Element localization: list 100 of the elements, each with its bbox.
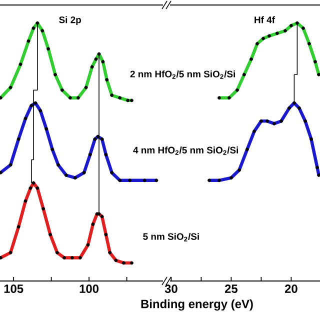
point [317, 174, 320, 177]
point [68, 96, 72, 100]
point [292, 101, 296, 105]
point [272, 122, 276, 126]
point [268, 34, 271, 38]
point [105, 78, 109, 82]
point [304, 119, 307, 123]
point [34, 101, 38, 105]
point [90, 65, 94, 69]
point [122, 261, 126, 265]
x-tick-label: 105 [4, 284, 24, 293]
point [40, 29, 44, 32]
point [275, 32, 279, 36]
point [298, 106, 301, 110]
point [44, 127, 48, 131]
point [314, 60, 317, 64]
x-tick-label: 25 [224, 284, 238, 293]
text: 2 nm HfO$_{2}$/5 nm SiO$_{2}$/Si [130, 70, 235, 79]
point [46, 47, 50, 51]
point [308, 42, 311, 46]
point [101, 60, 105, 64]
point [290, 24, 293, 28]
point [280, 119, 283, 123]
point [36, 186, 40, 190]
point [50, 148, 54, 152]
point [36, 21, 40, 25]
point [60, 88, 64, 92]
point [218, 96, 221, 100]
point [310, 137, 313, 141]
point [78, 256, 82, 260]
point [316, 166, 319, 170]
point [118, 178, 122, 182]
point [32, 181, 36, 185]
point [236, 88, 239, 92]
point [227, 96, 231, 100]
point [8, 86, 12, 90]
point [18, 62, 22, 66]
point [250, 57, 253, 61]
point [24, 116, 28, 120]
point [126, 98, 130, 102]
point [56, 163, 60, 167]
point [284, 29, 287, 32]
point [302, 26, 305, 30]
text: 4 nm HfO$_{2}$/5 nm SiO$_{2}$/Si [133, 146, 238, 155]
x-tick-label: 100 [80, 284, 99, 293]
text: 5 nm SiO$_{2}$/Si [143, 232, 199, 242]
point [110, 94, 114, 97]
point [104, 152, 108, 156]
point [8, 163, 12, 167]
point [82, 170, 86, 174]
point [26, 39, 30, 43]
point [104, 232, 108, 236]
x-axis-title: Binding energy (eV) [141, 299, 253, 311]
point [97, 52, 101, 56]
point [128, 178, 132, 182]
point [317, 72, 320, 76]
point [24, 199, 28, 203]
x-tick-label: 30 [164, 284, 178, 294]
point [64, 174, 68, 177]
point [108, 250, 112, 254]
point [238, 168, 241, 172]
point [256, 42, 259, 46]
point [260, 119, 263, 123]
point [8, 250, 12, 254]
point [73, 176, 77, 180]
point [230, 176, 233, 180]
point [86, 243, 90, 247]
point [84, 86, 88, 90]
point [28, 186, 32, 190]
point [142, 178, 146, 182]
chart-title: Hf 4f [254, 16, 276, 24]
chart-title: Si 2p [59, 16, 81, 26]
point [16, 137, 20, 141]
point [130, 261, 134, 265]
point [218, 178, 221, 182]
point [296, 21, 299, 25]
point [287, 106, 291, 110]
x-tick-label: 20 [284, 284, 298, 293]
point [62, 256, 66, 260]
point [100, 137, 104, 141]
point [100, 214, 104, 218]
point [76, 96, 80, 100]
point [70, 256, 74, 260]
point [88, 152, 92, 156]
point [266, 119, 269, 123]
point [110, 170, 114, 174]
point [38, 109, 42, 112]
point [56, 250, 59, 254]
point [252, 130, 256, 134]
point [93, 137, 97, 141]
point [242, 72, 246, 76]
point [262, 36, 265, 40]
point [32, 26, 36, 30]
point [154, 178, 158, 182]
point [91, 222, 95, 226]
point [118, 96, 122, 100]
point [16, 225, 20, 229]
point [245, 148, 249, 152]
point [96, 134, 100, 138]
point [130, 98, 134, 102]
